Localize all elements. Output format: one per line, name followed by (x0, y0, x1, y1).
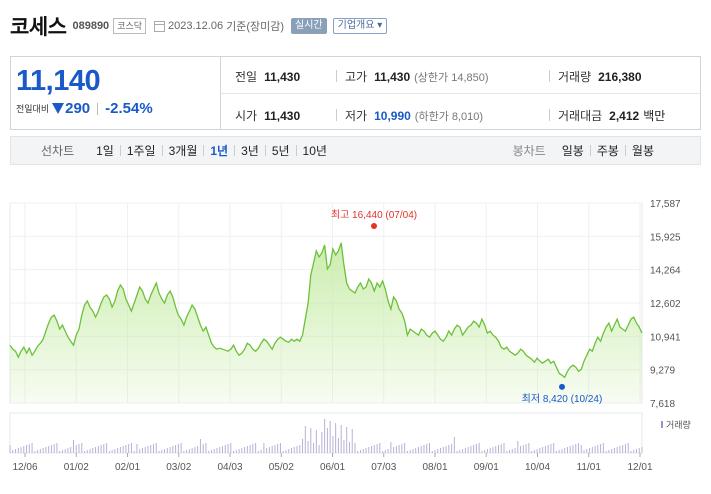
x-tick-label: 06/01 (320, 462, 345, 473)
price-stats: 전일 11,430 고가 11,430 (상한가 14,850) 거래량 216… (220, 56, 701, 130)
divider (264, 145, 266, 156)
y-tick-label: 15,925 (650, 232, 681, 243)
tab-1w[interactable]: 1주일 (126, 144, 156, 158)
stat-amount: 거래대금 2,412 백만 (549, 107, 666, 124)
company-profile-button[interactable]: 기업개요 ▾ (332, 18, 388, 34)
x-tick-label: 10/04 (525, 462, 550, 473)
price-chart[interactable]: 17,587 15,925 14,264 12,602 10,941 9,279 7,618… (0, 168, 711, 494)
lower-limit: (하한가 8,010) (414, 110, 484, 123)
divider (589, 145, 591, 156)
stock-code: 089890 (72, 20, 110, 32)
stat-open: 시가 11,430 (235, 107, 300, 124)
y-tick-label: 14,264 (650, 266, 681, 277)
stat-label: 거래대금 (558, 109, 603, 123)
x-tick-label: 04/03 (217, 462, 242, 473)
divider (336, 70, 337, 82)
low-marker (559, 383, 565, 390)
y-tick-label: 7,618 (650, 399, 675, 410)
tab-3y[interactable]: 3년 (241, 144, 259, 158)
change-percent: -2.54% (105, 100, 153, 117)
divider (119, 145, 121, 156)
tab-3m[interactable]: 3개월 (168, 144, 198, 158)
x-tick-label: 12/01 (627, 462, 652, 473)
stat-label: 시가 (235, 109, 258, 123)
stat-value: 2,412 (609, 108, 640, 123)
x-tick-label: 09/01 (474, 462, 499, 473)
change-value: 290 (65, 100, 91, 117)
stat-value: 10,990 (374, 108, 411, 123)
price-line (9, 242, 643, 379)
stat-label: 거래량 (558, 70, 592, 84)
x-tick-label: 11/01 (577, 462, 602, 473)
divider (295, 145, 297, 156)
divider (549, 109, 550, 121)
stat-value: 11,430 (264, 108, 301, 123)
stat-value: 11,430 (374, 69, 411, 84)
tab-1d[interactable]: 1일 (96, 144, 114, 158)
y-tick-label: 9,279 (650, 366, 675, 377)
tab-5y[interactable]: 5년 (271, 144, 290, 158)
current-price-box: 11,140 전일대비 290 -2.54% (10, 56, 220, 130)
x-tick-label: 07/03 (371, 462, 396, 473)
stat-label: 저가 (345, 109, 368, 123)
market-badge: 코스닥 (113, 18, 147, 34)
tab-weekly[interactable]: 주봉 (596, 144, 619, 158)
candle-chart-title: 봉차트 (512, 144, 546, 158)
chart-tabs: 선차트 1일 1주일 3개월 1년 3년 5년 10년 봉차트 일봉 주봉 월봉 (10, 136, 701, 165)
stat-label: 고가 (345, 70, 368, 84)
divider (624, 145, 626, 156)
tab-daily[interactable]: 일봉 (561, 144, 584, 158)
y-tick-label: 12,602 (650, 299, 681, 310)
stat-value: 216,380 (598, 69, 642, 84)
stock-header: 코세스 089890 코스닥 2023.12.06 기준(장미감) 실시간 기업… (10, 12, 388, 40)
x-tick-label: 05/02 (269, 462, 294, 473)
x-tick-label: 02/01 (115, 462, 140, 473)
volume-label: 거래량 (666, 419, 691, 430)
stat-value: 11,430 (264, 69, 301, 84)
high-marker (371, 223, 377, 230)
stat-label: 전일 (235, 70, 258, 84)
x-tick-label: 03/02 (166, 462, 191, 473)
high-marker-label: 최고 16,440 (07/04) (331, 209, 417, 221)
change-label: 전일대비 (16, 104, 50, 114)
x-tick-label: 01/02 (64, 462, 89, 473)
down-triangle-icon (52, 103, 65, 114)
quote-date: 2023.12.06 (168, 20, 224, 32)
divider (97, 102, 99, 115)
divider (221, 93, 700, 94)
divider (161, 145, 163, 156)
stat-high: 고가 11,430 (상한가 14,850) (336, 68, 489, 85)
quote-basis: 기준(장미감) (226, 21, 285, 33)
price-area (10, 242, 642, 403)
realtime-button[interactable]: 실시간 (291, 18, 327, 34)
tab-1y[interactable]: 1년 (210, 144, 229, 158)
y-tick-label: 17,587 (650, 199, 681, 210)
stat-low: 저가 10,990 (하한가 8,010) (336, 107, 484, 124)
calendar-icon (154, 20, 166, 32)
low-marker-label: 최저 8,420 (10/24) (522, 393, 603, 405)
line-chart-title: 선차트 (41, 144, 75, 158)
stock-name: 코세스 (10, 16, 67, 39)
divider (234, 145, 236, 156)
divider (549, 70, 550, 82)
x-tick-label: 12/06 (12, 462, 37, 473)
tab-monthly[interactable]: 월봉 (631, 144, 654, 158)
stat-unit: 백만 (643, 109, 666, 123)
stat-prev-close: 전일 11,430 (235, 68, 300, 85)
y-tick-label: 10,941 (650, 332, 681, 343)
divider (336, 109, 337, 121)
x-tick-label: 08/01 (422, 462, 447, 473)
price-change: 전일대비 290 -2.54% (16, 100, 153, 117)
stat-volume: 거래량 216,380 (549, 68, 642, 85)
divider (203, 145, 205, 156)
volume-legend-swatch (661, 421, 663, 428)
tab-10y[interactable]: 10년 (302, 144, 327, 158)
current-price: 11,140 (16, 65, 101, 97)
volume-frame (9, 412, 643, 454)
upper-limit: (상한가 14,850) (414, 71, 489, 84)
